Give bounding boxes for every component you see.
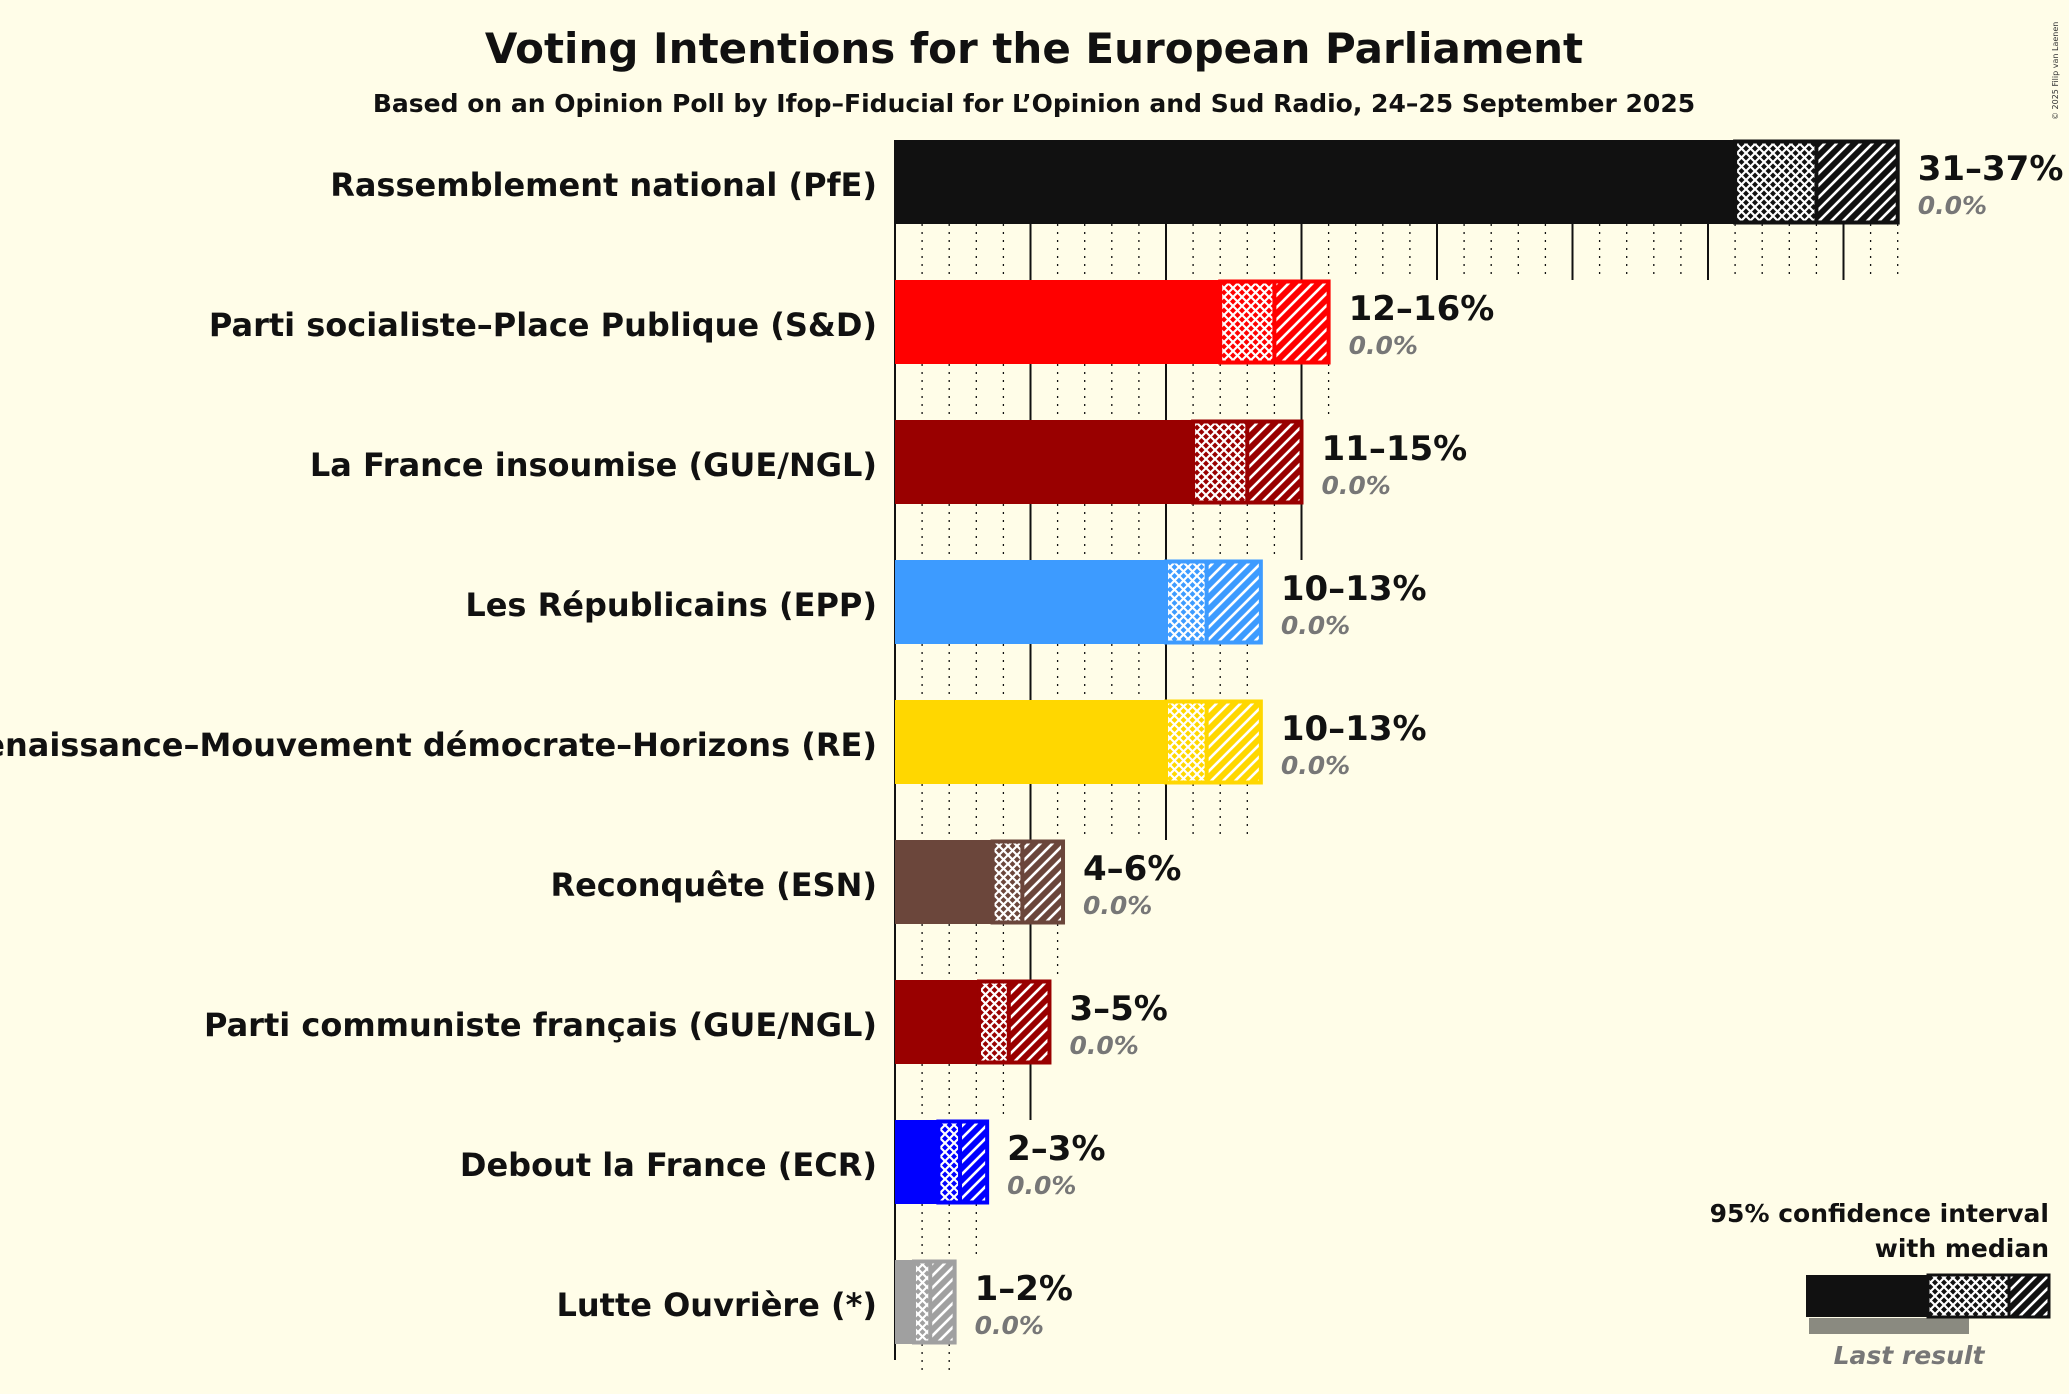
last-result-label: 0.0% bbox=[1083, 891, 1152, 920]
ci-outline bbox=[936, 1119, 990, 1205]
ci-outline bbox=[977, 979, 1052, 1065]
last-result-label: 0.0% bbox=[1281, 611, 1350, 640]
ci-crosshatch bbox=[1220, 280, 1275, 364]
bar-solid bbox=[895, 980, 980, 1064]
ci-diagonal-hatch bbox=[930, 1260, 955, 1344]
bar-solid bbox=[895, 140, 1736, 224]
ci-crosshatch bbox=[992, 840, 1023, 924]
ci-outline bbox=[1733, 139, 1900, 225]
legend-ci-diagonal-hatch bbox=[2009, 1275, 2049, 1317]
range-label: 11–15% bbox=[1322, 429, 1468, 469]
party-label: Parti communiste français (GUE/NGL) bbox=[204, 1006, 877, 1044]
ci-crosshatch bbox=[1166, 560, 1207, 644]
party-label: La France insoumise (GUE/NGL) bbox=[310, 446, 877, 484]
legend-median-label: with median bbox=[1875, 1234, 2049, 1263]
range-label: 1–2% bbox=[975, 1269, 1073, 1309]
range-label: 10–13% bbox=[1281, 569, 1427, 609]
ci-diagonal-hatch bbox=[1206, 700, 1261, 784]
ci-diagonal-hatch bbox=[1008, 980, 1050, 1064]
ci-crosshatch bbox=[1193, 420, 1248, 504]
last-result-label: 0.0% bbox=[1918, 191, 1987, 220]
last-result-label: 0.0% bbox=[975, 1311, 1044, 1340]
ci-crosshatch bbox=[938, 1120, 961, 1204]
ci-diagonal-hatch bbox=[1022, 840, 1064, 924]
legend-ci-label: 95% confidence interval bbox=[1710, 1199, 2049, 1228]
ci-diagonal-hatch bbox=[1206, 560, 1261, 644]
ci-diagonal-hatch bbox=[1274, 280, 1329, 364]
bar-solid bbox=[895, 1120, 939, 1204]
ci-outline bbox=[990, 839, 1066, 925]
ci-diagonal-hatch bbox=[1247, 420, 1302, 504]
ci-crosshatch bbox=[979, 980, 1009, 1064]
bar-solid bbox=[895, 700, 1166, 784]
legend: 95% confidence interval with median Last… bbox=[1710, 1199, 2051, 1370]
legend-ci-outline bbox=[1926, 1273, 2051, 1319]
bar-solid bbox=[895, 1260, 914, 1344]
bar-solid bbox=[895, 280, 1221, 364]
ci-crosshatch bbox=[1735, 140, 1817, 224]
ci-diagonal-hatch bbox=[960, 1120, 988, 1204]
bar-solid bbox=[895, 840, 993, 924]
party-label: Les Républicains (EPP) bbox=[465, 586, 877, 624]
party-label: Lutte Ouvrière (*) bbox=[556, 1286, 877, 1324]
chart-subtitle: Based on an Opinion Poll by Ifop–Fiducia… bbox=[373, 89, 1695, 118]
bar-solid bbox=[895, 560, 1166, 644]
copyright-notice: © 2025 Filip van Laenen bbox=[2051, 22, 2060, 120]
legend-last-result-bar bbox=[1809, 1318, 1969, 1334]
ci-crosshatch bbox=[913, 1260, 931, 1344]
bar-solid bbox=[895, 420, 1194, 504]
ci-outline bbox=[911, 1259, 957, 1345]
ci-outline bbox=[1164, 699, 1263, 785]
ci-outline bbox=[1164, 559, 1263, 645]
last-result-label: 0.0% bbox=[1007, 1171, 1076, 1200]
last-result-label: 0.0% bbox=[1281, 751, 1350, 780]
plot-area: Rassemblement national (PfE) 31–37%0.0%Pa… bbox=[0, 139, 2064, 1370]
range-label: 31–37% bbox=[1918, 149, 2064, 189]
ci-crosshatch bbox=[1166, 700, 1207, 784]
range-label: 4–6% bbox=[1083, 849, 1181, 889]
ci-outline bbox=[1218, 279, 1331, 365]
range-label: 12–16% bbox=[1349, 289, 1495, 329]
range-label: 3–5% bbox=[1069, 989, 1167, 1029]
legend-ci-crosshatch bbox=[1928, 1275, 2009, 1317]
range-label: 2–3% bbox=[1007, 1129, 1105, 1169]
ci-outline bbox=[1191, 419, 1304, 505]
party-label: Debout la France (ECR) bbox=[460, 1146, 877, 1184]
ci-diagonal-hatch bbox=[1816, 140, 1898, 224]
party-label: Parti socialiste–Place Publique (S&D) bbox=[209, 306, 877, 344]
party-label: Renaissance–Mouvement démocrate–Horizons… bbox=[0, 726, 877, 764]
range-label: 10–13% bbox=[1281, 709, 1427, 749]
last-result-label: 0.0% bbox=[1349, 331, 1418, 360]
legend-last-result-label: Last result bbox=[1834, 1341, 1986, 1370]
party-label: Rassemblement national (PfE) bbox=[330, 166, 877, 204]
last-result-label: 0.0% bbox=[1322, 471, 1391, 500]
chart-title: Voting Intentions for the European Parli… bbox=[485, 24, 1583, 73]
party-label: Reconquête (ESN) bbox=[550, 866, 877, 904]
last-result-label: 0.0% bbox=[1069, 1031, 1138, 1060]
